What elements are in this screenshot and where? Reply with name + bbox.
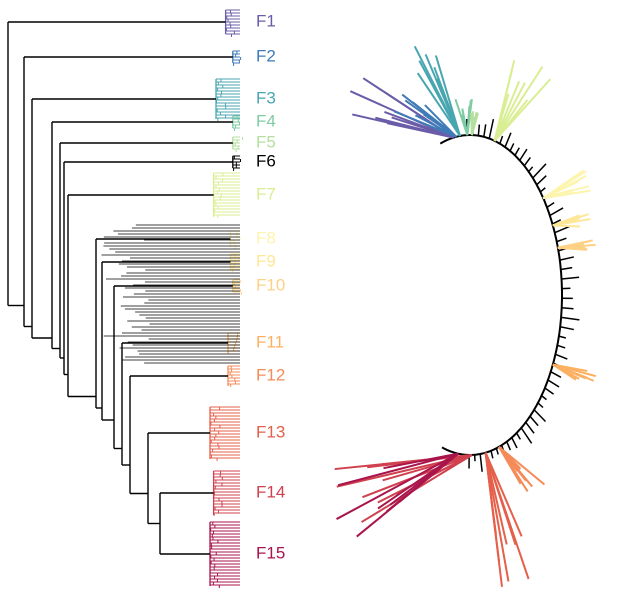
fan-branch xyxy=(391,116,454,139)
spike xyxy=(523,156,532,167)
fan-branch xyxy=(461,108,469,136)
spike xyxy=(560,266,573,271)
fan-branch xyxy=(552,363,588,372)
spike xyxy=(547,379,560,388)
spike xyxy=(549,207,564,217)
fan-branch xyxy=(542,170,587,200)
fan-branch xyxy=(337,452,459,487)
clade-label: F11 xyxy=(256,332,284,351)
fan-branch xyxy=(493,78,552,142)
fan-branch xyxy=(484,452,517,546)
fan-branch xyxy=(383,452,459,470)
fan-branch xyxy=(424,53,461,137)
spike xyxy=(556,237,567,243)
spike xyxy=(515,432,521,440)
clade-label: F12 xyxy=(256,365,285,384)
spike xyxy=(529,415,539,427)
clade-label: F10 xyxy=(256,275,285,294)
fan-branch xyxy=(470,113,479,136)
spike xyxy=(509,143,515,152)
spike xyxy=(537,402,544,409)
clade-label: F4 xyxy=(256,111,276,130)
spike xyxy=(488,118,495,139)
spike xyxy=(539,187,546,193)
clade-label: F1 xyxy=(256,11,276,30)
fan-branch xyxy=(336,452,459,520)
clade-label: F2 xyxy=(256,46,276,65)
clade-label: F6 xyxy=(256,151,276,170)
fan-branch xyxy=(493,80,521,142)
spike xyxy=(559,256,574,261)
fan-branch xyxy=(542,188,573,200)
clade-label: F5 xyxy=(256,132,276,151)
spike xyxy=(479,453,483,472)
spike xyxy=(554,225,571,234)
spike xyxy=(528,166,534,173)
spike xyxy=(477,124,481,136)
fan-branch xyxy=(498,446,529,492)
spike xyxy=(483,124,487,137)
fan-branch xyxy=(493,60,516,142)
spike xyxy=(541,395,547,401)
fan-branch xyxy=(484,452,501,563)
spike xyxy=(525,421,535,434)
clade-label: F7 xyxy=(256,184,276,203)
fan-branch xyxy=(552,217,580,227)
spike xyxy=(519,148,528,161)
clade-label: F3 xyxy=(256,88,276,107)
spike xyxy=(561,276,580,280)
spike xyxy=(520,427,533,444)
spike xyxy=(561,307,574,310)
spike xyxy=(557,344,566,349)
fan-branch xyxy=(377,452,459,510)
clade-label: F8 xyxy=(256,228,276,247)
spike xyxy=(506,441,512,451)
spike xyxy=(532,163,547,179)
clade-label: F14 xyxy=(256,482,285,501)
fan-branch xyxy=(401,93,457,138)
clade-label: F15 xyxy=(256,543,285,562)
spike xyxy=(514,147,520,156)
fan-branch xyxy=(466,98,473,136)
spike xyxy=(560,316,580,321)
fan-branch xyxy=(385,452,459,513)
fan-branch xyxy=(557,246,588,250)
spike xyxy=(499,135,504,144)
spike xyxy=(536,175,547,186)
fan-branch xyxy=(484,452,510,582)
spike xyxy=(511,437,518,449)
clade-label: F9 xyxy=(256,251,276,270)
spike xyxy=(546,201,555,208)
spike xyxy=(560,326,574,331)
fan-branch xyxy=(493,66,544,142)
dendrogram xyxy=(7,9,244,588)
fan-branch xyxy=(552,363,595,382)
spike xyxy=(558,335,567,339)
spike xyxy=(495,448,499,455)
spike xyxy=(533,409,547,423)
fan-branch xyxy=(484,452,523,537)
spike xyxy=(490,450,494,459)
fan-branch xyxy=(431,82,461,137)
fan-branch xyxy=(552,224,581,228)
fan-branch xyxy=(498,446,546,486)
fan-branch xyxy=(386,122,454,139)
fan-branch xyxy=(393,110,457,138)
spike xyxy=(552,219,562,225)
fan-branch xyxy=(484,452,508,545)
backbone xyxy=(439,134,563,456)
spike xyxy=(550,371,562,378)
spike xyxy=(544,387,554,395)
fan-branch xyxy=(434,55,461,137)
unrooted-tree xyxy=(334,45,597,587)
clade-label: F13 xyxy=(256,422,285,441)
spike xyxy=(555,353,568,360)
fan-branch xyxy=(557,240,590,249)
spike xyxy=(504,132,512,148)
fan-branch xyxy=(416,72,461,137)
